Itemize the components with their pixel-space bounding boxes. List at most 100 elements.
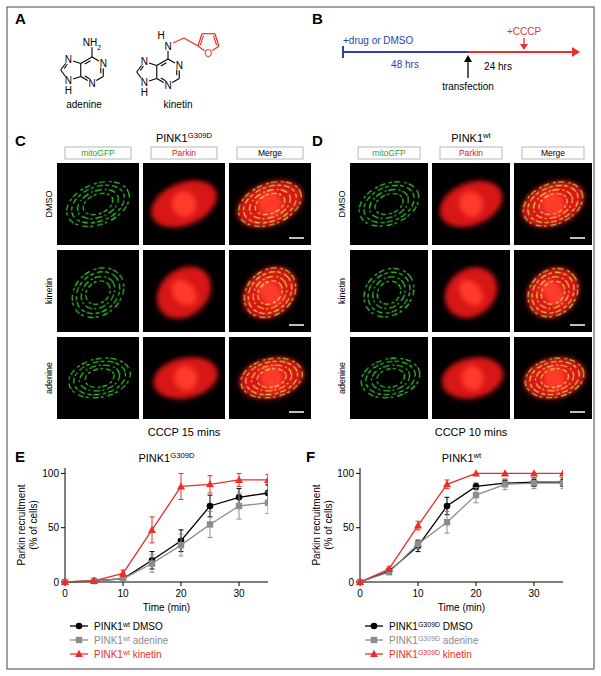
y-axis-label-line: Parkin recruitment [16, 484, 27, 565]
x-tick-label: 30 [233, 588, 245, 599]
legend-marker [76, 637, 82, 643]
legend-label: PINK1G309D kinetin [389, 648, 472, 660]
panel-title: PINK1G309D [156, 131, 213, 145]
x-axis-label: Time (min) [438, 602, 485, 613]
bond [81, 57, 92, 64]
arrowhead [520, 44, 528, 50]
mitochondria [252, 189, 288, 218]
timeline: +drug or DMSO#2b3fae48 hrs24 hrstransfec… [0, 0, 580, 92]
point [120, 576, 126, 582]
x-axis [360, 582, 563, 583]
point [473, 492, 479, 498]
atom: N [88, 78, 95, 89]
mitochondria [60, 173, 136, 235]
row-label: adenine [337, 362, 347, 394]
image-bg [432, 250, 510, 332]
mitochondria [66, 178, 130, 230]
mitochondria [372, 190, 407, 219]
column-header: mitoGFP [81, 148, 115, 158]
nucleus [455, 188, 486, 221]
text-rest: adenine [130, 635, 169, 646]
x-tick-label: 30 [528, 588, 540, 599]
x-tick-label: 0 [62, 588, 68, 599]
micrograph [514, 337, 592, 419]
error-bar [237, 493, 242, 519]
error-cap [561, 488, 564, 489]
error-cap [208, 511, 213, 512]
y-tick-label: 0 [348, 577, 354, 588]
parkin-cell [438, 352, 507, 405]
error-cap [266, 491, 269, 492]
scale-bar [570, 324, 585, 326]
mitochondria [524, 264, 583, 322]
y-tick-label: 50 [48, 522, 60, 533]
error-bar [266, 492, 269, 514]
bond [202, 33, 215, 34]
micrograph [514, 250, 592, 332]
mitochondria [243, 357, 301, 400]
error-cap [445, 511, 450, 512]
atom-bg [98, 59, 108, 69]
mitochondria [354, 258, 424, 326]
error-cap [237, 492, 242, 493]
mito-cell [234, 258, 306, 328]
micrograph [229, 250, 311, 332]
error-bar [208, 511, 213, 537]
parkin-cell [520, 352, 589, 405]
plot-area [61, 473, 268, 585]
mitochondria [80, 189, 116, 218]
cell-body [434, 257, 507, 329]
mitochondria [253, 276, 287, 309]
point [444, 503, 451, 510]
y-tick [356, 473, 360, 474]
bond [80, 64, 81, 77]
column-header-box [237, 147, 303, 159]
error-cap [150, 572, 155, 573]
error-cap [532, 477, 537, 478]
parkin-cell [149, 351, 222, 404]
image-bg [143, 163, 225, 245]
mitochondria [537, 276, 570, 308]
point [414, 521, 422, 528]
mitochondria [522, 353, 588, 403]
point [90, 577, 98, 584]
y-tick [356, 527, 360, 528]
point [265, 500, 268, 506]
mitochondria [247, 270, 294, 316]
error-cap [179, 555, 184, 556]
image-bg [350, 250, 428, 332]
image-bg [432, 163, 510, 245]
superscript: wt [473, 451, 483, 460]
point [502, 481, 508, 487]
legend-label: PINK1wt adenine [94, 634, 169, 646]
x-tick [476, 582, 477, 586]
x-tick [239, 582, 240, 586]
point [531, 480, 537, 486]
parkin-cell [516, 257, 589, 329]
legend-marker [370, 650, 378, 657]
column-header: Parkin [459, 148, 483, 158]
point [264, 476, 268, 483]
micrograph [57, 337, 139, 419]
point [148, 526, 156, 533]
mitochondria [353, 174, 426, 235]
bond [198, 34, 202, 46]
legend-marker [371, 623, 378, 630]
mitochondria [360, 264, 419, 322]
image-bg [350, 163, 428, 245]
error-cap [208, 537, 213, 538]
mito-cell [517, 174, 590, 235]
micrograph [143, 250, 225, 332]
scale-bar [570, 411, 585, 413]
scale-bar [289, 411, 304, 413]
nucleus [253, 275, 287, 310]
atom: N [65, 54, 72, 65]
bond [184, 38, 198, 46]
superscript: G309D [188, 131, 213, 140]
mitochondria [358, 353, 424, 403]
column-header-box [440, 147, 502, 159]
text-rest: kinetin [130, 649, 162, 660]
chart-title: PINK1G309D [138, 451, 195, 465]
figure: ABCDEFNNNNHNH2adenineNNNNHNHOkinetin+dru… [0, 0, 601, 676]
error-cap [416, 539, 421, 540]
